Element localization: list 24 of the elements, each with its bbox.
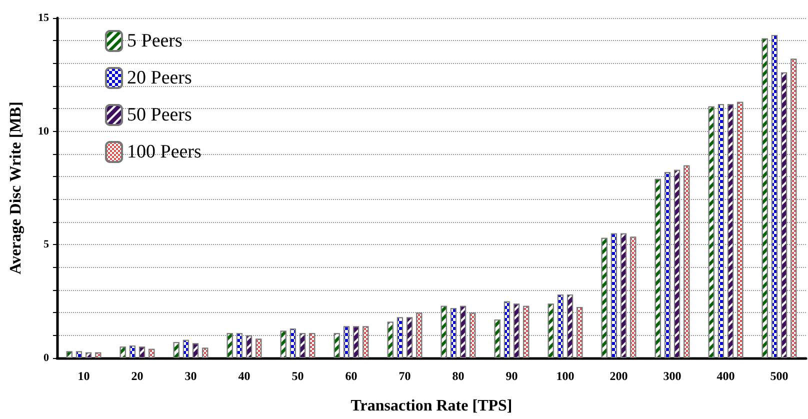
x-tick-label: 70 <box>398 369 411 383</box>
x-tick-label: 80 <box>452 369 464 383</box>
x-tick-label: 90 <box>506 369 518 383</box>
y-tick-label: 0 <box>44 352 50 364</box>
x-tick-label: 40 <box>238 369 250 383</box>
x-tick-label: 200 <box>610 369 628 383</box>
x-tick-label: 100 <box>556 369 574 383</box>
x-tick-label: 10 <box>78 369 90 383</box>
legend-label: 50 Peers <box>127 104 192 126</box>
x-tick-label: 400 <box>716 369 735 383</box>
y-tick-label: 15 <box>38 12 50 24</box>
y-tick-label: 10 <box>38 125 50 138</box>
legend-label: 100 Peers <box>127 142 202 162</box>
legend-label: 20 Peers <box>127 68 192 88</box>
y-tick-label: 5 <box>44 238 50 251</box>
x-tick-label: 500 <box>770 369 788 383</box>
x-tick-label: 50 <box>292 369 304 383</box>
x-axis-title: Transaction Rate [TPS] <box>350 398 512 414</box>
legend-label: 5 Peers <box>127 30 182 52</box>
x-tick-label: 300 <box>663 369 682 383</box>
y-axis-title: Average Disc Write [MB] <box>8 102 24 274</box>
x-tick-label: 60 <box>345 369 358 383</box>
x-tick-label: 20 <box>131 369 144 383</box>
x-tick-label: 30 <box>184 369 197 383</box>
